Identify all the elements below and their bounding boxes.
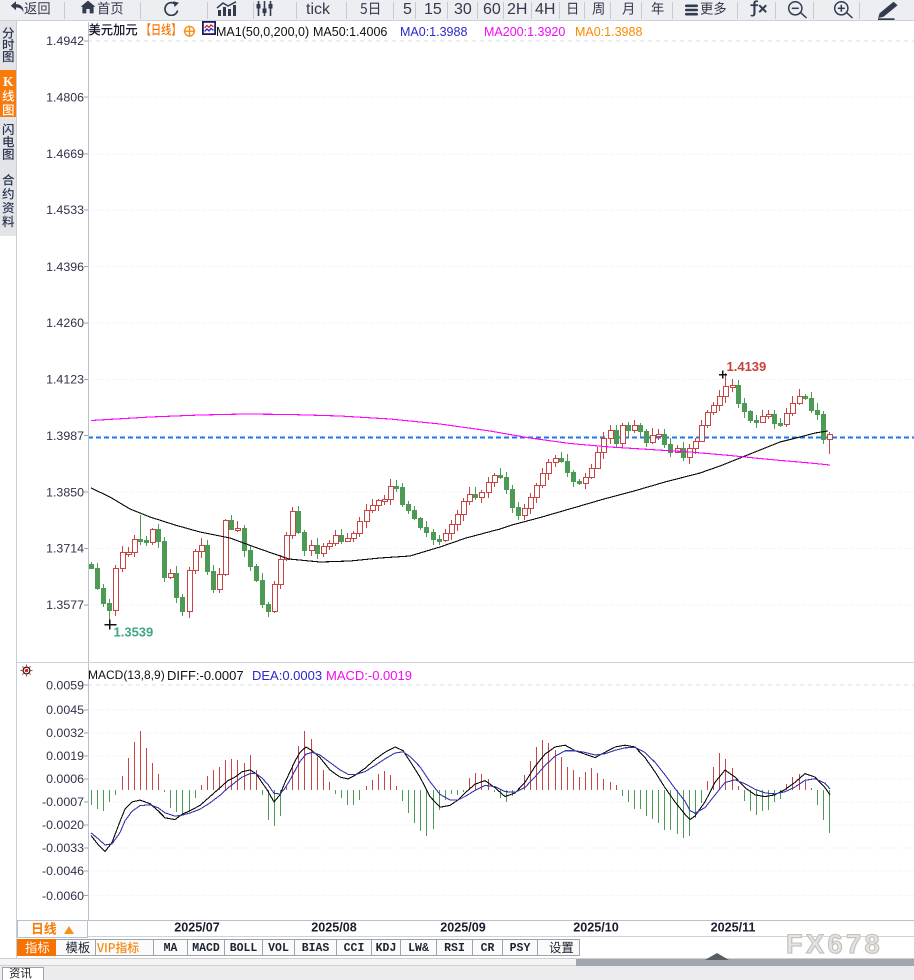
svg-text:-0.0046: -0.0046 [42,864,84,878]
svg-text:2025/11: 2025/11 [711,921,756,935]
svg-text:0.0006: 0.0006 [46,772,84,786]
svg-text:0.0045: 0.0045 [46,703,84,717]
svg-text:-0.0020: -0.0020 [42,818,84,832]
svg-text:1.4139: 1.4139 [727,359,767,374]
svg-text:1.4806: 1.4806 [46,90,84,104]
svg-text:K: K [3,74,14,89]
svg-text:1.3850: 1.3850 [46,485,84,499]
svg-text:-0.0060: -0.0060 [42,889,84,903]
svg-text:1.3539: 1.3539 [114,625,154,640]
svg-text:2025/09: 2025/09 [440,921,486,935]
svg-text:1.4669: 1.4669 [46,147,84,161]
svg-text:1.4942: 1.4942 [46,34,84,48]
svg-text:-0.0033: -0.0033 [42,841,84,855]
svg-text:1.4260: 1.4260 [46,316,84,330]
svg-text:1.3987: 1.3987 [46,429,84,443]
svg-text:1.4396: 1.4396 [46,260,84,274]
svg-text:1.4123: 1.4123 [46,373,84,387]
svg-text:0.0059: 0.0059 [46,678,84,692]
svg-text:2025/08: 2025/08 [311,921,357,935]
svg-text:0.0019: 0.0019 [46,749,84,763]
svg-text:2025/10: 2025/10 [573,921,619,935]
svg-text:0.0032: 0.0032 [46,726,84,740]
svg-text:1.3714: 1.3714 [46,542,84,556]
svg-text:2025/07: 2025/07 [174,921,220,935]
svg-text:1.4533: 1.4533 [46,203,84,217]
svg-text:-0.0007: -0.0007 [42,795,84,809]
svg-text:1.3577: 1.3577 [46,598,84,612]
